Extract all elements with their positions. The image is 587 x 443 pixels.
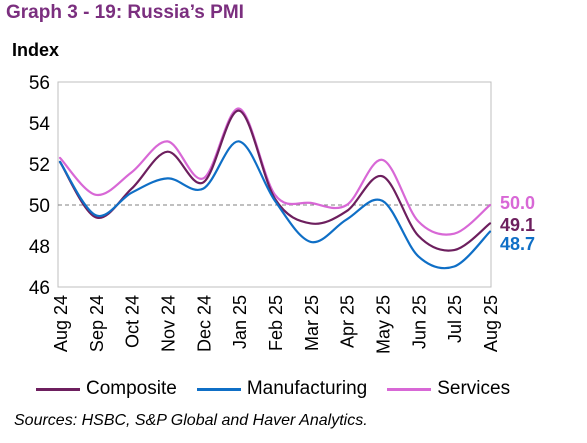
end-label-services: 50.0: [500, 193, 535, 213]
x-tick-label: Jun 25: [409, 295, 429, 349]
legend: Composite Manufacturing Services: [36, 378, 530, 400]
x-tick-label: May 25: [374, 295, 394, 354]
end-label-composite: 49.1: [500, 215, 535, 235]
chart-title: Graph 3 - 19: Russia’s PMI: [6, 2, 244, 23]
x-tick-label: Jan 25: [230, 295, 250, 349]
legend-label-composite: Composite: [86, 378, 177, 399]
y-tick-label: 56: [29, 73, 50, 94]
x-tick-label: Aug 25: [481, 295, 501, 352]
x-tick-label: Jul 25: [445, 295, 465, 343]
x-tick-label: Sep 24: [87, 295, 107, 352]
plot-area-border: [57, 81, 492, 288]
y-tick-label: 54: [29, 114, 51, 135]
y-axis-label: Index: [12, 40, 60, 60]
y-tick-label: 48: [29, 237, 50, 258]
legend-label-manufacturing: Manufacturing: [246, 378, 368, 399]
y-tick-label: 46: [29, 278, 50, 299]
x-tick-label: Feb 25: [266, 295, 286, 351]
series-line-manufacturing: [58, 140, 492, 270]
series-line-services: [58, 107, 492, 236]
x-tick-label: Aug 24: [51, 295, 71, 352]
legend-swatch-composite: [36, 387, 80, 391]
y-tick-label: 52: [29, 155, 50, 176]
legend-item-manufacturing: Manufacturing: [196, 378, 368, 400]
x-tick-label: Mar 25: [302, 295, 322, 351]
legend-swatch-manufacturing: [196, 387, 241, 391]
y-tick-label: 50: [29, 196, 50, 217]
legend-label-services: Services: [437, 378, 511, 399]
source-note: Sources: HSBC, S&P Global and Haver Anal…: [14, 412, 368, 429]
end-label-manufacturing: 48.7: [500, 234, 535, 254]
x-tick-label: Dec 24: [194, 295, 214, 352]
x-tick-label: Oct 24: [123, 295, 143, 348]
legend-swatch-services: [387, 387, 432, 391]
legend-item-services: Services: [387, 378, 510, 400]
x-tick-label: Apr 25: [338, 295, 358, 348]
series-line-composite: [58, 109, 492, 252]
legend-item-composite: Composite: [36, 378, 177, 400]
x-tick-label: Nov 24: [159, 295, 179, 352]
